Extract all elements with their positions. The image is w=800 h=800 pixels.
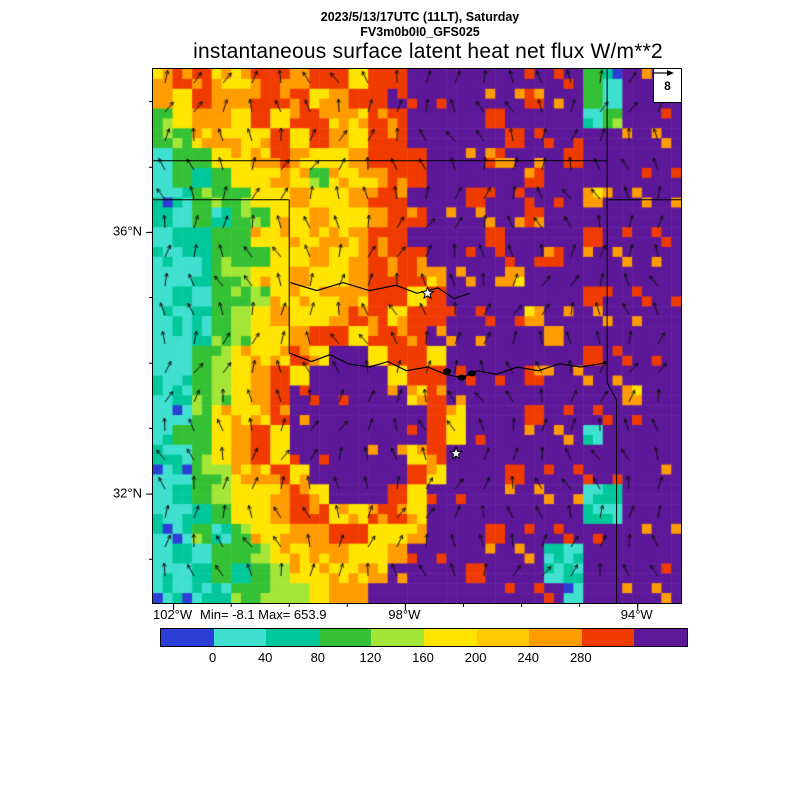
- reference-arrow-icon: [654, 70, 674, 76]
- colorbar-tick-label: 0: [208, 650, 217, 665]
- colorbar-tick-label: 120: [359, 650, 382, 665]
- y-tick-label: 32°N: [112, 485, 142, 501]
- plot-title: instantaneous surface latent heat net fl…: [193, 40, 663, 63]
- x-tick-label: 102°W: [152, 607, 193, 622]
- lake-marker: [457, 374, 466, 381]
- colorbar-tick-label: 80: [310, 650, 326, 665]
- x-tick-label: 98°W: [388, 607, 421, 622]
- colorbar-segment: [476, 629, 530, 646]
- y-tick-label: 36°N: [112, 223, 142, 239]
- colorbar-segment: [161, 629, 214, 646]
- city-star-marker: [420, 285, 435, 300]
- city-star-marker: [449, 446, 464, 460]
- colorbar-segment: [318, 629, 372, 646]
- model-line: FV3m0b0I0_GFS025: [360, 25, 480, 39]
- x-tick-label: 94°W: [620, 607, 653, 622]
- colorbar-segment: [266, 629, 319, 646]
- map-panel: 8: [146, 68, 682, 610]
- colorbar-segment: [634, 629, 687, 646]
- colorbar-tick-label: 200: [464, 650, 487, 665]
- lake-marker: [467, 370, 476, 377]
- colorbar-tick-label: 40: [257, 650, 273, 665]
- colorbar-segment: [213, 629, 267, 646]
- map-overlay: [146, 69, 681, 610]
- heatmap-canvas: [153, 69, 681, 603]
- reference-vector-box: 8: [653, 68, 682, 103]
- datetime-line: 2023/5/13/17UTC (11LT), Saturday: [320, 10, 520, 24]
- colorbar-tick-label: 160: [412, 650, 434, 665]
- colorbar-ticks: 0 40 80 120 160 200 240 280: [160, 650, 686, 666]
- minmax-label: Min= -8.1 Max= 653.9: [200, 607, 327, 622]
- colorbar: [160, 628, 688, 647]
- river-line: [288, 352, 608, 379]
- colorbar-segment: [371, 629, 424, 646]
- reference-vector-label: 8: [664, 78, 671, 93]
- state-border-east_state_line: [606, 69, 618, 603]
- colorbar-segment: [581, 629, 635, 646]
- colorbar-tick-label: 280: [569, 650, 592, 665]
- colorbar-tick-label: 240: [517, 650, 540, 665]
- colorbar-segment: [423, 629, 477, 646]
- colorbar-segment: [529, 629, 582, 646]
- lake-marker: [443, 368, 452, 375]
- river-line: [290, 281, 470, 300]
